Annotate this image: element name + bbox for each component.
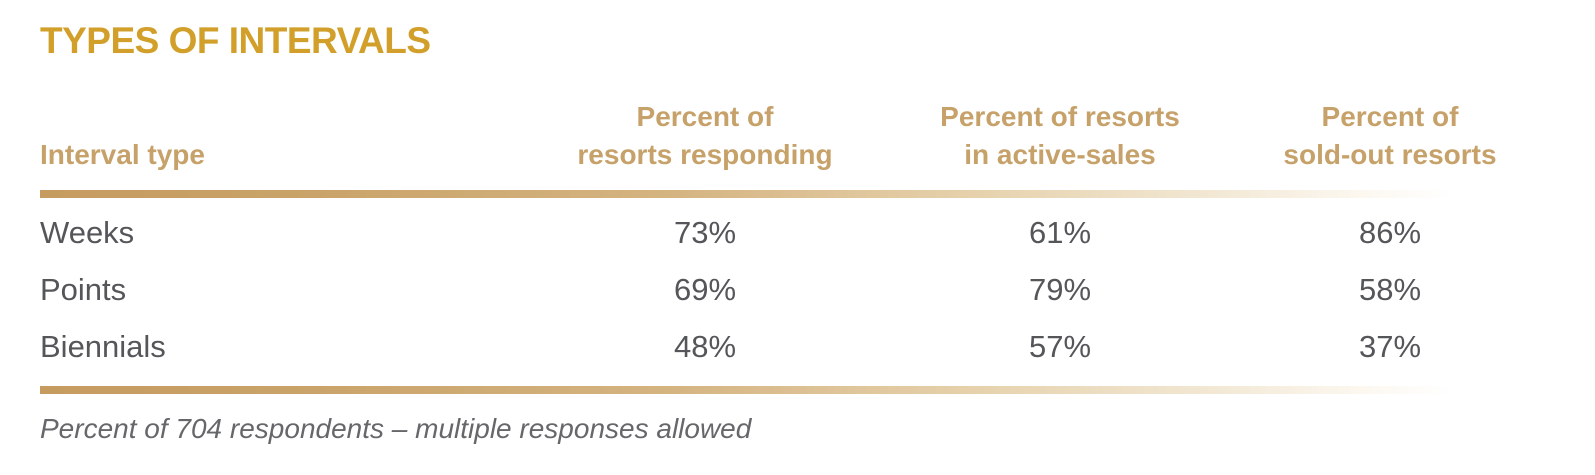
column-header-line2: resorts responding xyxy=(577,139,833,170)
interval-type-cell: Weeks xyxy=(40,214,135,250)
sold-out-value-cell: 86% xyxy=(1358,214,1422,250)
table-row-points: Points 69% 79% 58% xyxy=(40,261,1590,318)
interval-type-cell: Biennials xyxy=(40,328,166,364)
figure-title: TYPES OF INTERVALS xyxy=(40,20,431,61)
column-header-active-sales: Percent of resorts in active-sales xyxy=(930,98,1190,174)
column-header-sold-out: Percent of sold-out resorts xyxy=(1190,98,1590,174)
responding-value-cell: 69% xyxy=(673,271,737,307)
column-header-line2: in active-sales xyxy=(964,139,1156,170)
active-sales-value-cell: 61% xyxy=(1028,214,1092,250)
footnote: Percent of 704 respondents – multiple re… xyxy=(40,413,752,444)
table-row-biennials: Biennials 48% 57% 37% xyxy=(40,318,1590,375)
column-header-line1: Percent of resorts xyxy=(940,101,1180,132)
footer-divider-rule xyxy=(40,386,1560,394)
responding-value-cell: 73% xyxy=(673,214,737,250)
table-body: Weeks 73% 61% 86% Points 69% 79% 58% Bie… xyxy=(40,204,1595,375)
sold-out-value-cell: 58% xyxy=(1358,271,1422,307)
active-sales-value-cell: 57% xyxy=(1028,328,1092,364)
column-header-resorts-responding: Percent of resorts responding xyxy=(480,98,930,174)
column-header-line1: Percent of xyxy=(636,101,774,132)
active-sales-value-cell: 79% xyxy=(1028,271,1092,307)
column-header-line1: Percent of xyxy=(1321,101,1459,132)
interval-type-cell: Points xyxy=(40,271,127,307)
sold-out-value-cell: 37% xyxy=(1358,328,1422,364)
column-header-interval-type: Interval type xyxy=(40,136,480,174)
column-header-label: Interval type xyxy=(40,139,205,170)
table-row-weeks: Weeks 73% 61% 86% xyxy=(40,204,1590,261)
types-of-intervals-figure: TYPES OF INTERVALS Interval type Percent… xyxy=(40,0,1595,446)
responding-value-cell: 48% xyxy=(673,328,737,364)
column-header-line2: sold-out resorts xyxy=(1283,139,1497,170)
table-header-row: Interval type Percent of resorts respond… xyxy=(40,98,1590,190)
header-divider-rule xyxy=(40,190,1560,198)
